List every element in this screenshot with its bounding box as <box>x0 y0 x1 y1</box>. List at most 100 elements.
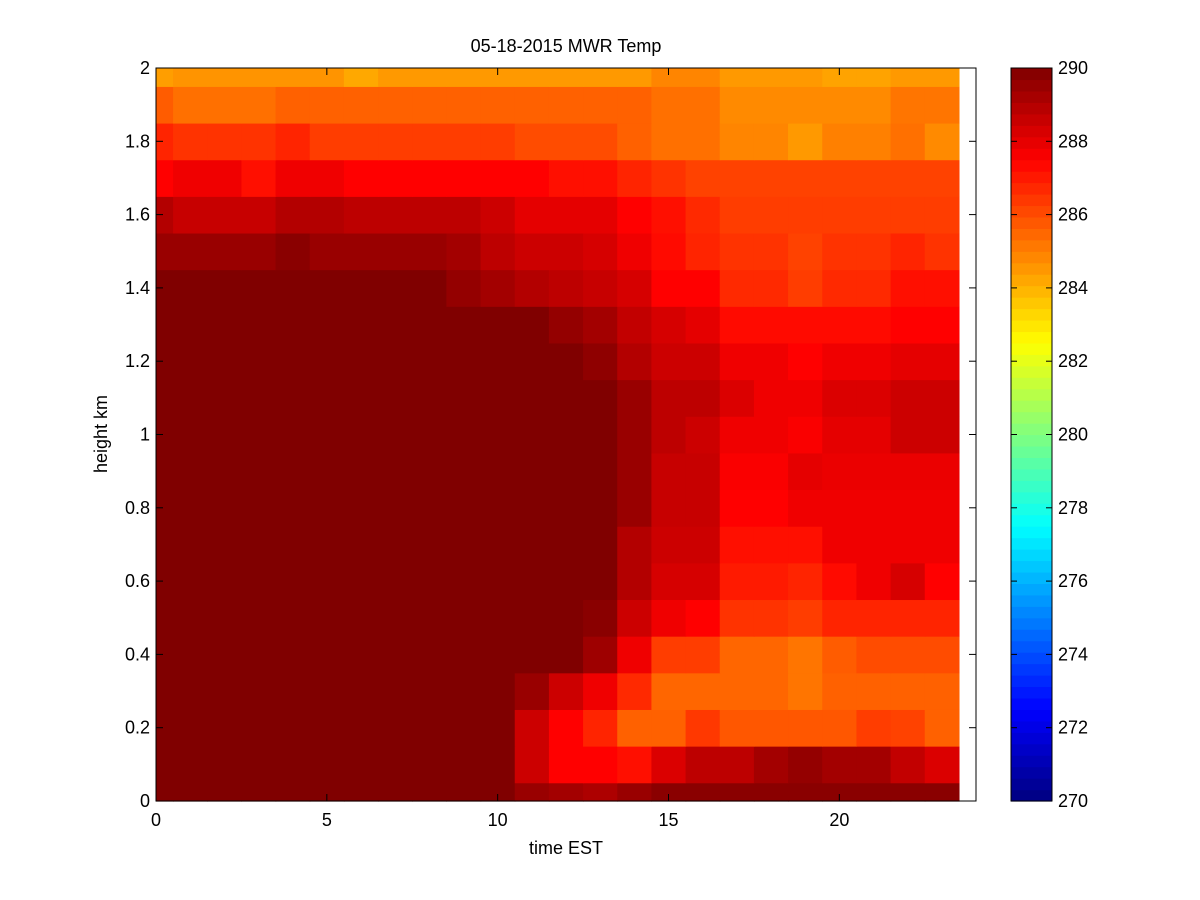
heatmap-cell <box>412 416 448 454</box>
heatmap-cell <box>617 526 653 564</box>
heatmap-cell <box>480 159 516 197</box>
colorbar-tick-label: 288 <box>1058 131 1088 151</box>
heatmap-cell <box>856 452 892 491</box>
heatmap-cell <box>173 709 208 747</box>
heatmap-cell <box>924 68 960 87</box>
heatmap-cell <box>583 68 618 87</box>
heatmap-cell <box>207 599 243 637</box>
heatmap-cell <box>617 452 653 491</box>
heatmap-cell <box>156 709 174 747</box>
heatmap-cell <box>856 68 892 87</box>
heatmap-cell <box>822 342 858 381</box>
heatmap-cell <box>685 416 721 454</box>
heatmap-cell <box>617 672 653 710</box>
colorbar-band <box>1011 583 1052 596</box>
heatmap-cell <box>788 122 823 161</box>
colorbar-band <box>1011 182 1052 195</box>
heatmap-cell <box>241 68 277 87</box>
heatmap-cell <box>480 636 516 674</box>
colorbar-band <box>1011 617 1052 630</box>
colorbar-band <box>1011 377 1052 390</box>
heatmap-cell <box>822 599 858 637</box>
colorbar-tick-label: 276 <box>1058 571 1088 591</box>
colorbar-band <box>1011 434 1052 447</box>
heatmap-cell <box>275 342 311 381</box>
heatmap-cell <box>343 782 379 802</box>
heatmap-cell <box>412 68 448 87</box>
colorbar-band <box>1011 778 1052 791</box>
heatmap-cell <box>241 526 277 564</box>
colorbar-band <box>1011 79 1052 92</box>
heatmap-cell <box>583 746 618 784</box>
heatmap-cell <box>685 196 721 234</box>
y-tick-label: 0.4 <box>125 644 150 664</box>
heatmap-cell <box>156 342 174 381</box>
heatmap-cell <box>685 452 721 491</box>
heatmap-cell <box>753 672 789 710</box>
heatmap-cell <box>890 269 926 307</box>
heatmap-cell <box>924 122 960 161</box>
heatmap-cell <box>514 379 550 417</box>
heatmap-cell <box>446 709 482 747</box>
heatmap-cell <box>788 269 823 307</box>
heatmap-cell <box>719 636 755 674</box>
colorbar-band <box>1011 743 1052 756</box>
colorbar-band <box>1011 766 1052 779</box>
colorbar-tick-label: 274 <box>1058 644 1088 664</box>
colorbar-band <box>1011 423 1052 436</box>
heatmap-cell <box>583 159 618 197</box>
colorbar-band <box>1011 205 1052 218</box>
heatmap-cell <box>343 269 379 307</box>
heatmap-cell <box>275 636 311 674</box>
heatmap-cell <box>685 269 721 307</box>
heatmap-cell <box>446 636 482 674</box>
heatmap-cell <box>685 159 721 197</box>
colorbar-band <box>1011 571 1052 584</box>
colorbar-band <box>1011 342 1052 355</box>
heatmap-cell <box>719 452 755 491</box>
heatmap-cell <box>241 672 277 710</box>
heatmap-cell <box>753 526 789 564</box>
heatmap-cell <box>378 159 413 197</box>
heatmap-cell <box>343 599 379 637</box>
colorbar-band <box>1011 503 1052 516</box>
heatmap-cell <box>275 599 311 637</box>
heatmap-cell <box>173 68 208 87</box>
colorbar-tick-label: 282 <box>1058 351 1088 371</box>
y-tick-label: 1 <box>140 425 150 445</box>
heatmap-cell <box>617 489 653 527</box>
heatmap-cell <box>480 232 516 271</box>
heatmap-cell <box>378 416 413 454</box>
heatmap-cell <box>617 159 653 197</box>
heatmap-cell <box>275 489 311 527</box>
heatmap-cell <box>412 672 448 710</box>
heatmap-cell <box>446 379 482 417</box>
heatmap-cell <box>753 746 789 784</box>
heatmap-cell <box>412 599 448 637</box>
heatmap-cell <box>207 306 243 344</box>
heatmap-cell <box>343 379 379 417</box>
heatmap-cell <box>173 416 208 454</box>
heatmap-cell <box>548 342 584 381</box>
colorbar-band <box>1011 388 1052 401</box>
heatmap-cell <box>309 379 345 417</box>
colorbar-band <box>1011 709 1052 722</box>
heatmap-cell <box>856 269 892 307</box>
heatmap-cell <box>241 452 277 491</box>
heatmap-cell <box>890 379 926 417</box>
heatmap-cell <box>309 526 345 564</box>
heatmap-cell <box>207 232 243 271</box>
colorbar-band <box>1011 400 1052 413</box>
heatmap-cell <box>856 159 892 197</box>
heatmap-cell <box>548 709 584 747</box>
heatmap-cell <box>480 68 516 87</box>
heatmap-cell <box>343 672 379 710</box>
heatmap-cell <box>207 526 243 564</box>
heatmap-cell <box>412 636 448 674</box>
heatmap-cell <box>890 342 926 381</box>
heatmap-cell <box>173 672 208 710</box>
heatmap-cell <box>446 599 482 637</box>
heatmap-cell <box>548 489 584 527</box>
heatmap-cell <box>617 562 653 601</box>
heatmap-cell <box>207 452 243 491</box>
